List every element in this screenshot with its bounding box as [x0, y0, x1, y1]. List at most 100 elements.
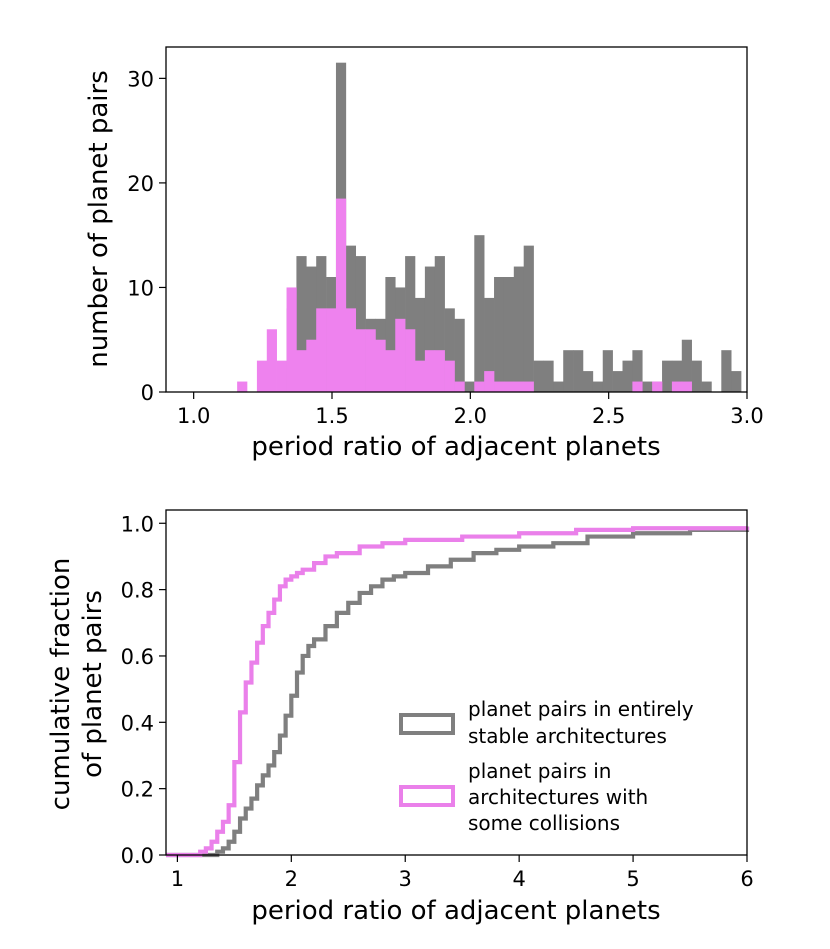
hist-bar-stable-18	[464, 381, 475, 392]
hist-bar-collisions-15	[395, 318, 406, 392]
hist-bar-collisions-23	[484, 371, 495, 392]
legend-label-stable-line-2: stable architectures	[468, 724, 667, 748]
legend-label-collisions-line-3: some collisions	[468, 811, 620, 835]
hist-bar-collisions-10	[345, 308, 357, 392]
hist-bar-stable-43	[721, 350, 732, 392]
hist-bar-collisions-14	[385, 350, 396, 392]
cdf-y-tick-label: 0.6	[121, 645, 154, 669]
hist-bar-stable-7	[355, 256, 366, 392]
hist-x-tick-label: 1.5	[315, 404, 348, 428]
cdf-x-tick-label: 4	[512, 867, 525, 891]
cdf-x-axis-label: period ratio of adjacent planets	[251, 896, 660, 926]
histogram-x-axis-label: period ratio of adjacent planets	[251, 432, 660, 462]
hist-x-tick-label: 2.5	[592, 404, 625, 428]
legend-label-stable-line-1: planet pairs in entirely	[468, 697, 694, 721]
hist-bar-stable-17	[454, 318, 465, 392]
histogram-bars-collisions	[237, 198, 692, 392]
hist-bar-collisions-27	[523, 381, 534, 392]
hist-x-tick-label: 1.0	[177, 404, 210, 428]
hist-bar-collisions-8	[326, 308, 337, 392]
hist-bar-stable-42	[701, 381, 712, 392]
hist-x-tick-label: 2.0	[454, 404, 487, 428]
cdf-legend: planet pairs in entirely stable architec…	[399, 697, 694, 835]
hist-bar-collisions-6	[306, 339, 317, 392]
hist-bar-stable-38	[662, 360, 673, 392]
hist-bar-stable-10	[385, 277, 396, 392]
hist-bar-stable-21	[494, 277, 505, 392]
hist-bar-collisions-28	[632, 381, 643, 392]
histogram-x-ticks: 1.0 1.5 2.0 2.5 3.0	[177, 392, 764, 428]
hist-bar-stable-30	[582, 371, 594, 392]
hist-bar-stable-2	[306, 266, 317, 392]
hist-bar-collisions-9	[335, 198, 347, 392]
hist-bar-stable-41	[691, 360, 702, 392]
hist-y-tick-label: 10	[127, 276, 154, 300]
histogram-axes-frame	[165, 46, 748, 393]
hist-bar-stable-22	[503, 277, 515, 392]
hist-bar-collisions-7	[316, 308, 327, 392]
legend-label-collisions-line-1: planet pairs in	[468, 759, 611, 783]
hist-bar-stable-14	[424, 266, 436, 392]
hist-bar-collisions-1	[256, 360, 268, 392]
hist-bar-stable-39	[671, 360, 683, 392]
hist-bar-collisions-20	[444, 360, 455, 392]
hist-bar-stable-31	[592, 381, 604, 392]
cdf-x-tick-label: 5	[626, 867, 639, 891]
hist-bar-collisions-29	[652, 381, 663, 392]
cdf-x-tick-label: 3	[399, 867, 412, 891]
cdf-y-axis-label-line-2: of planet pairs	[78, 590, 108, 778]
hist-bar-stable-44	[731, 371, 742, 392]
hist-bar-stable-25	[533, 360, 544, 392]
hist-bar-collisions-30	[671, 381, 683, 392]
hist-bar-collisions-12	[365, 329, 376, 392]
hist-bar-collisions-3	[276, 360, 287, 392]
cdf-panel: 1 2 3 4 5 6 0.0 0.2 0.4 0.6 0.8 1.0 period ratio o…	[46, 509, 754, 926]
hist-bar-stable-40	[681, 339, 692, 392]
histogram-panel: 1.0 1.5 2.0 2.5 3.0 0 10 20 30 period ratio of …	[84, 46, 764, 462]
hist-y-tick-label: 30	[127, 67, 154, 91]
cdf-axes-frame	[165, 509, 748, 856]
cdf-x-ticks: 1 2 3 4 5 6	[171, 855, 754, 891]
hist-bar-stable-28	[563, 350, 574, 392]
hist-bar-collisions-11	[355, 329, 366, 392]
cdf-y-tick-label: 0.0	[121, 844, 154, 868]
hist-bar-stable-24	[523, 245, 534, 392]
hist-y-tick-label: 0	[141, 381, 154, 405]
cdf-x-tick-label: 1	[171, 867, 184, 891]
cdf-y-tick-label: 0.4	[121, 711, 154, 735]
legend-swatch-stable	[399, 713, 455, 735]
hist-bar-stable-35	[632, 350, 643, 392]
hist-bar-collisions-25	[503, 381, 515, 392]
hist-bar-stable-32	[602, 350, 613, 392]
cdf-y-axis-label: cumulative fraction of planet pairs	[46, 558, 108, 811]
histogram-y-ticks: 0 10 20 30	[127, 67, 166, 405]
cdf-x-tick-label: 2	[285, 867, 298, 891]
cdf-y-tick-label: 0.2	[121, 778, 154, 802]
cdf-x-tick-label: 6	[740, 867, 753, 891]
hist-bar-collisions-16	[405, 329, 416, 392]
hist-bar-collisions-26	[513, 381, 524, 392]
hist-bar-stable-19	[474, 235, 485, 392]
hist-bar-collisions-24	[494, 381, 505, 392]
hist-bar-stable-36	[642, 381, 653, 392]
cdf-y-ticks: 0.0 0.2 0.4 0.6 0.8 1.0	[121, 512, 166, 868]
hist-bar-collisions-21	[454, 381, 465, 392]
cdf-y-tick-label: 1.0	[121, 512, 154, 536]
hist-bar-collisions-5	[296, 350, 307, 392]
hist-bar-stable-20	[484, 297, 495, 392]
hist-bar-stable-34	[622, 360, 633, 392]
hist-bar-collisions-4	[286, 287, 297, 392]
hist-bar-stable-15	[434, 256, 445, 392]
cdf-line-stable	[166, 526, 750, 858]
hist-bar-collisions-19	[434, 350, 445, 392]
histogram-y-axis-label: number of planet pairs	[84, 70, 114, 368]
hist-bar-collisions-17	[415, 360, 426, 392]
hist-bar-stable-13	[415, 297, 426, 392]
hist-bar-collisions-2	[266, 329, 277, 392]
legend-label-collisions-line-2: architectures with	[468, 785, 648, 809]
hist-bar-stable-12	[405, 256, 416, 392]
hist-bar-collisions-22	[474, 381, 485, 392]
hist-bar-stable-16	[444, 308, 455, 392]
hist-x-tick-label: 3.0	[730, 404, 763, 428]
